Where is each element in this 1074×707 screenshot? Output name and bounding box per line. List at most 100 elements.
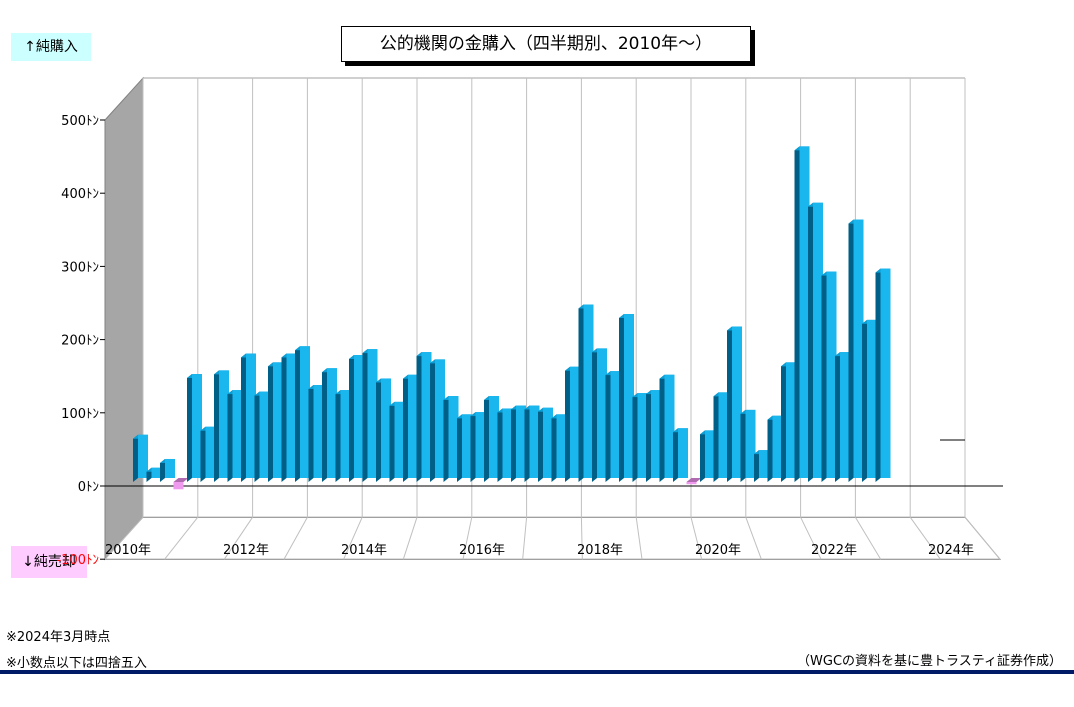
- bar: [524, 405, 540, 482]
- y-tick-label: 500ﾄﾝ: [61, 114, 99, 129]
- bar-front: [165, 458, 175, 478]
- bar-side: [416, 352, 422, 482]
- bar-front: [340, 390, 351, 478]
- bar-front: [327, 368, 337, 478]
- bar-front: [705, 430, 715, 478]
- bar: [160, 458, 175, 482]
- bar: [484, 396, 499, 482]
- bar-side: [848, 219, 854, 482]
- bar-front: [826, 271, 837, 478]
- bar: [322, 368, 337, 482]
- bar-front: [151, 467, 162, 478]
- bar-side: [430, 359, 435, 482]
- y-tick-label: 100ﾄﾝ: [61, 407, 99, 422]
- bar-side: [295, 346, 300, 482]
- floor-gridline: [964, 516, 1001, 560]
- bar-front: [300, 346, 310, 478]
- bar: [713, 392, 729, 482]
- bar-front: [138, 434, 148, 478]
- bar: [767, 415, 783, 482]
- bar-side: [457, 414, 462, 482]
- x-tick-label: 2018年: [577, 543, 623, 558]
- bar-front: [448, 396, 459, 478]
- bar-side: [214, 370, 219, 482]
- bar-front: [543, 407, 553, 478]
- x-tick-label: 2020年: [695, 543, 741, 558]
- bar-front: [624, 314, 634, 478]
- bar-front: [313, 385, 324, 478]
- bar-side: [578, 304, 584, 482]
- bar-side: [160, 458, 165, 482]
- bar-side: [605, 371, 611, 482]
- bar-side: [673, 428, 678, 482]
- bar-negative: [173, 478, 189, 490]
- bar-front: [475, 412, 486, 478]
- bar-side: [389, 401, 395, 482]
- y-tick-label: 400ﾄﾝ: [61, 187, 99, 202]
- bar: [430, 359, 445, 482]
- bar: [335, 390, 351, 482]
- bar-front: [610, 371, 621, 478]
- bar: [808, 202, 823, 482]
- bar-side: [200, 426, 206, 482]
- bar-front: [664, 374, 675, 478]
- bar: [632, 393, 648, 482]
- bar-side: [713, 392, 719, 482]
- bar-front: [286, 353, 297, 478]
- x-tick-label: 2010年: [105, 543, 151, 558]
- bar: [727, 326, 742, 482]
- bar: [349, 355, 364, 482]
- bar-side: [227, 390, 233, 482]
- bar-front: [637, 393, 648, 478]
- bar-side: [835, 352, 840, 482]
- bar: [200, 426, 216, 482]
- bar-side: [794, 146, 800, 483]
- bar-side: [511, 405, 516, 482]
- bar: [619, 314, 634, 482]
- bar: [565, 366, 580, 482]
- bar: [443, 396, 459, 482]
- bar: [308, 385, 324, 482]
- bar-side: [767, 415, 773, 482]
- chart-title: 公的機関の金購入（四半期別、2010年～）: [341, 26, 751, 62]
- bar-front: [367, 349, 378, 478]
- floor-gridline: [745, 517, 762, 560]
- bar-side: [875, 268, 881, 482]
- floor-gridline: [104, 516, 144, 560]
- bar-front: [867, 319, 877, 478]
- bar-side: [592, 348, 597, 482]
- bar-front: [259, 391, 270, 478]
- bar-front: [786, 362, 796, 478]
- bar-side: [700, 430, 705, 482]
- bar: [133, 434, 148, 482]
- bar: [187, 374, 202, 482]
- bar-side: [862, 319, 867, 482]
- bar: [673, 428, 688, 482]
- bar-front: [813, 202, 823, 478]
- bar: [457, 414, 472, 482]
- floor-gridline: [909, 516, 941, 560]
- y-tick-label: 0ﾄﾝ: [78, 480, 99, 495]
- bar: [281, 353, 297, 482]
- bar-side: [754, 450, 759, 482]
- bar-front: [394, 401, 405, 478]
- bar-side: [497, 408, 503, 482]
- bar-front: [759, 450, 769, 478]
- bar: [578, 304, 594, 482]
- bar-side: [268, 362, 273, 482]
- bar-side: [335, 390, 341, 482]
- y-tick-label: 300ﾄﾝ: [61, 260, 99, 275]
- bar-front: [435, 359, 445, 478]
- x-tick-label: 2022年: [811, 543, 857, 558]
- bar-side: [538, 407, 543, 482]
- bar-negative-top: [686, 478, 702, 482]
- bar-side: [632, 393, 638, 482]
- bar: [376, 378, 391, 482]
- bar-front: [489, 396, 499, 478]
- bar: [497, 408, 513, 482]
- bar-front: [651, 390, 661, 478]
- bar-side: [565, 366, 570, 482]
- floor-gridline: [164, 516, 199, 560]
- bar-side: [740, 409, 746, 482]
